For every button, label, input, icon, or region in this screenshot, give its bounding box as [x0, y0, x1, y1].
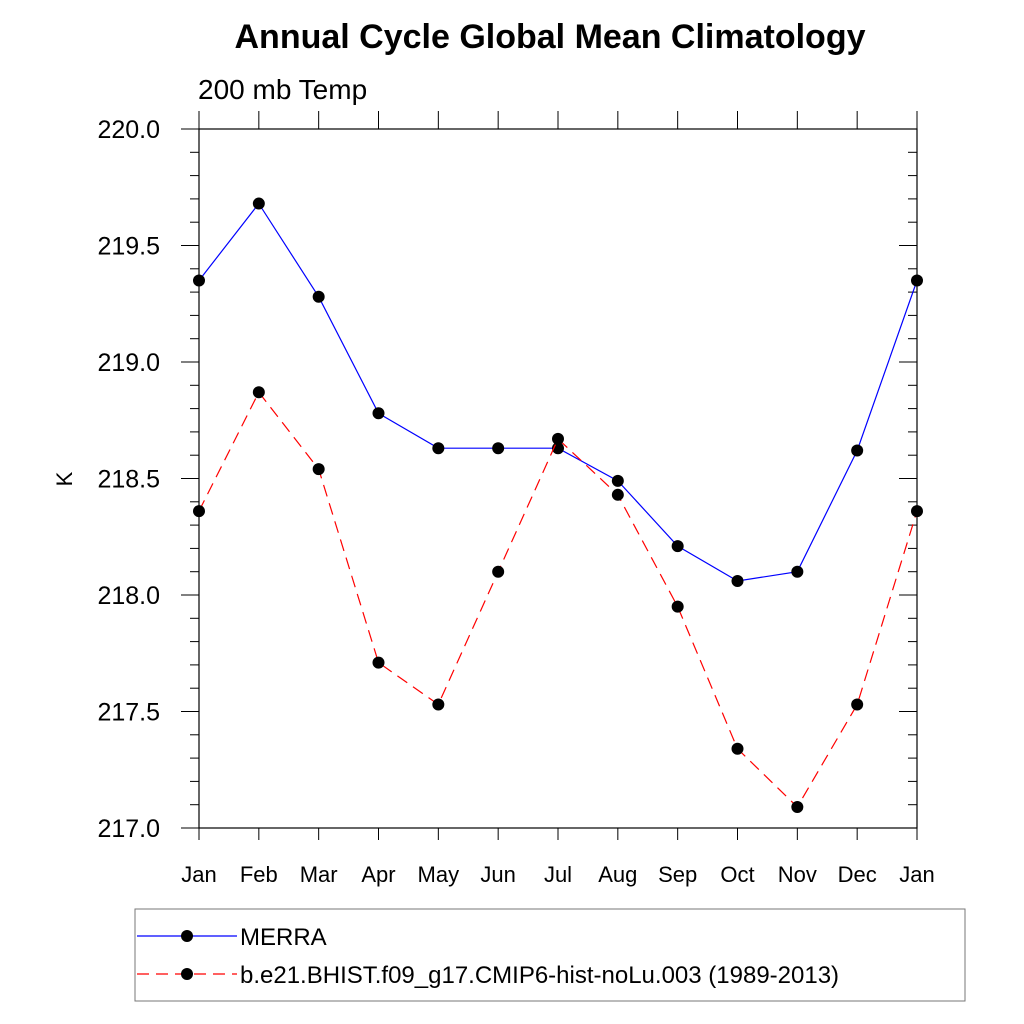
- data-point: [611, 488, 624, 501]
- data-point: [193, 274, 205, 287]
- legend-item-1: MERRA: [137, 924, 327, 951]
- data-point: [911, 274, 923, 287]
- y-tick-label: 217.5: [97, 699, 160, 727]
- legend-box: [134, 908, 966, 1002]
- x-tick-label: Feb: [240, 862, 278, 887]
- series-layer: [193, 197, 923, 814]
- y-tick-label: 218.0: [97, 582, 160, 610]
- legend-items: MERRA b.e21.BHIST.f09_g17.CMIP6-hist-noLu…: [137, 924, 839, 989]
- data-point: [851, 444, 864, 457]
- x-tick-label: Apr: [361, 862, 395, 887]
- data-point: [252, 386, 265, 399]
- x-tick-label: Oct: [720, 862, 754, 887]
- data-point: [432, 698, 445, 711]
- data-point: [851, 698, 864, 711]
- y-tick-label: 217.0: [97, 815, 160, 843]
- series-line: [198, 391, 918, 808]
- data-point: [911, 505, 923, 518]
- series-2: [193, 386, 923, 814]
- data-point: [731, 575, 744, 588]
- y-tick-label: 219.0: [97, 349, 160, 377]
- legend-marker: [181, 930, 193, 942]
- x-tick-label: Nov: [778, 862, 817, 887]
- data-point: [312, 463, 325, 476]
- y-axis-label: K: [52, 471, 77, 486]
- x-tick-label: Jan: [181, 862, 216, 887]
- data-point: [492, 565, 505, 578]
- series-1: [193, 197, 923, 588]
- plot-frame: [198, 128, 918, 829]
- data-point: [312, 290, 325, 303]
- data-point: [372, 407, 385, 420]
- data-point: [432, 442, 445, 455]
- legend-marker: [181, 968, 193, 980]
- y-tick-label: 219.5: [97, 233, 160, 261]
- legend-label: b.e21.BHIST.f09_g17.CMIP6-hist-noLu.003 …: [240, 962, 839, 989]
- data-point: [372, 656, 385, 669]
- x-tick-label: Dec: [838, 862, 877, 887]
- data-point: [791, 565, 804, 578]
- data-point: [252, 197, 265, 210]
- y-tick-label: 220.0: [97, 116, 160, 144]
- x-tick-label: Jul: [544, 862, 572, 887]
- x-tick-label: Jan: [899, 862, 934, 887]
- x-tick-label: Aug: [598, 862, 637, 887]
- legend: MERRA b.e21.BHIST.f09_g17.CMIP6-hist-noLu…: [134, 908, 966, 1002]
- chart-title: Annual Cycle Global Mean Climatology: [235, 18, 866, 56]
- data-point: [671, 600, 684, 613]
- chart-subtitle: 200 mb Temp: [198, 74, 367, 105]
- data-point: [193, 505, 205, 518]
- axis-ticks: [181, 111, 918, 840]
- data-point: [731, 742, 744, 755]
- x-tick-label: Sep: [658, 862, 697, 887]
- y-tick-labels: 217.0 217.5 218.0 218.5 219.0 219.5 220.0: [97, 116, 160, 843]
- x-tick-label: Mar: [300, 862, 338, 887]
- x-tick-labels: Jan Feb Mar Apr May Jun Jul Aug Sep Oct Nov Dec Jan: [181, 862, 934, 887]
- x-tick-label: May: [418, 862, 460, 887]
- legend-label: MERRA: [240, 924, 327, 951]
- data-point: [611, 474, 624, 487]
- legend-item-2: b.e21.BHIST.f09_g17.CMIP6-hist-noLu.003 …: [137, 962, 839, 989]
- data-point: [671, 540, 684, 553]
- data-point: [791, 801, 804, 814]
- data-point: [552, 432, 564, 445]
- data-point: [492, 442, 505, 455]
- series-line: [198, 202, 918, 582]
- y-tick-label: 218.5: [97, 466, 160, 494]
- x-tick-label: Jun: [480, 862, 515, 887]
